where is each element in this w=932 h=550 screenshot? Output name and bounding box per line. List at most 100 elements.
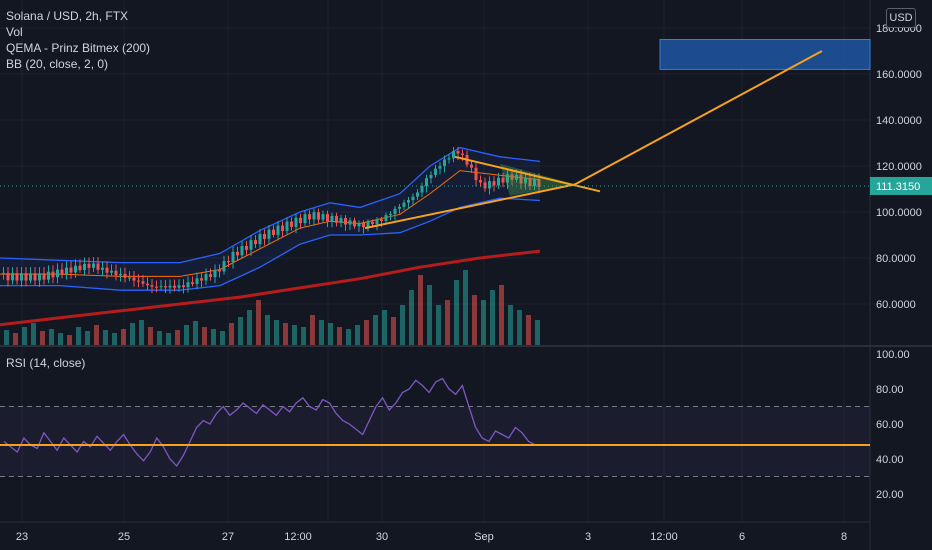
candle-body xyxy=(384,215,388,221)
rsi-tick-label: 40.00 xyxy=(876,454,904,466)
volume-bar xyxy=(274,320,279,345)
candle-body xyxy=(249,240,253,250)
candle-body xyxy=(254,240,257,245)
candle-body xyxy=(299,217,302,224)
candle-body xyxy=(56,269,59,278)
candle-body xyxy=(218,269,221,272)
candle-body xyxy=(200,278,203,281)
rsi-tick-label: 80.00 xyxy=(876,384,904,396)
volume-bar xyxy=(301,327,306,345)
bollinger-indicator-label[interactable]: BB (20, close, 2, 0) xyxy=(6,57,109,71)
candle-body xyxy=(51,271,55,278)
volume-bar xyxy=(49,329,54,345)
candle-body xyxy=(96,263,100,270)
price-tick-label: 160.0000 xyxy=(876,69,922,81)
candle-body xyxy=(105,267,109,273)
volume-bar xyxy=(337,327,342,345)
volume-bar xyxy=(436,305,441,345)
candle-body xyxy=(119,274,122,276)
candle-body xyxy=(371,221,374,225)
volume-indicator-label[interactable]: Vol xyxy=(6,25,23,39)
candle-body xyxy=(335,215,338,223)
volume-bar xyxy=(292,325,297,345)
trendline-lower xyxy=(364,183,576,230)
candle-body xyxy=(438,166,442,169)
candle-body xyxy=(470,164,473,168)
time-tick-label: 6 xyxy=(739,531,745,543)
volume-bar xyxy=(40,331,45,345)
price-axis: 180.0000160.0000140.0000120.0000100.0000… xyxy=(876,23,922,311)
candle-body xyxy=(362,222,365,228)
candle-body xyxy=(483,182,487,189)
rsi-tick-label: 100.00 xyxy=(876,349,910,361)
volume-bar xyxy=(391,317,396,345)
volume-bar xyxy=(247,310,252,345)
time-tick-label: 23 xyxy=(16,531,28,543)
candle-body xyxy=(83,263,86,271)
time-tick-label: 25 xyxy=(118,531,130,543)
chart-legend: Solana / USD, 2h, FTX Vol QEMA - Prinz B… xyxy=(6,8,150,72)
candle-body xyxy=(425,178,428,187)
volume-bar xyxy=(328,323,333,345)
volume-bar xyxy=(517,310,522,345)
time-tick-label: 8 xyxy=(841,531,847,543)
rsi-indicator-label[interactable]: RSI (14, close) xyxy=(6,356,86,370)
candle-body xyxy=(182,285,185,288)
candle-body xyxy=(245,246,248,250)
candle-body xyxy=(38,273,41,281)
candle-body xyxy=(69,267,73,273)
volume-bar xyxy=(400,305,405,345)
candle-body xyxy=(47,271,50,280)
volume-bar xyxy=(445,300,450,345)
qema-indicator-label[interactable]: QEMA - Prinz Bitmex (200) xyxy=(6,41,151,55)
candle-body xyxy=(60,269,64,275)
candle-body xyxy=(281,225,284,231)
candle-body xyxy=(461,153,464,155)
volume-bar xyxy=(121,329,126,345)
symbol-title[interactable]: Solana / USD, 2h, FTX xyxy=(6,9,129,23)
bollinger-upper-line xyxy=(0,146,541,264)
trendline-projection xyxy=(574,50,823,186)
candle-body xyxy=(528,178,532,187)
candle-body xyxy=(258,234,262,245)
candle-body xyxy=(411,196,415,201)
volume-bar xyxy=(166,333,171,345)
volume-bar xyxy=(472,295,477,345)
volume-bar xyxy=(508,305,513,345)
candle-body xyxy=(452,151,455,159)
price-tick-label: 80.0000 xyxy=(876,253,916,265)
volume-bar xyxy=(364,320,369,345)
volume-bar xyxy=(175,330,180,345)
candle-body xyxy=(168,285,172,288)
candle-body xyxy=(348,220,352,225)
rsi-tick-label: 20.00 xyxy=(876,489,904,501)
candle-body xyxy=(294,217,298,227)
candle-body xyxy=(353,220,356,227)
volume-bar xyxy=(211,329,216,345)
rsi-band-fill xyxy=(0,406,870,477)
time-axis: 23 25 27 12:00 30 Sep 3 12:00 6 8 xyxy=(16,531,847,543)
candle-body xyxy=(78,265,82,271)
candle-body xyxy=(159,286,163,288)
currency-button[interactable]: USD xyxy=(886,8,916,28)
candle-body xyxy=(429,174,433,179)
candle-body xyxy=(447,158,451,160)
candle-body xyxy=(24,273,28,281)
time-tick-label: 3 xyxy=(585,531,591,543)
candle-body xyxy=(497,177,500,186)
volume-bar xyxy=(58,333,63,345)
candle-body xyxy=(308,214,311,220)
candle-body xyxy=(231,251,235,263)
candle-body xyxy=(312,212,316,220)
volume-bar xyxy=(481,300,486,345)
volume-bar xyxy=(76,327,81,345)
candle-body xyxy=(11,273,14,281)
candle-body xyxy=(191,282,194,284)
candle-body xyxy=(402,202,406,207)
time-tick-label: 12:00 xyxy=(284,531,312,543)
volume-bar xyxy=(157,331,162,345)
candle-body xyxy=(276,225,280,235)
candle-body xyxy=(501,177,505,183)
last-price-tag xyxy=(870,176,932,195)
